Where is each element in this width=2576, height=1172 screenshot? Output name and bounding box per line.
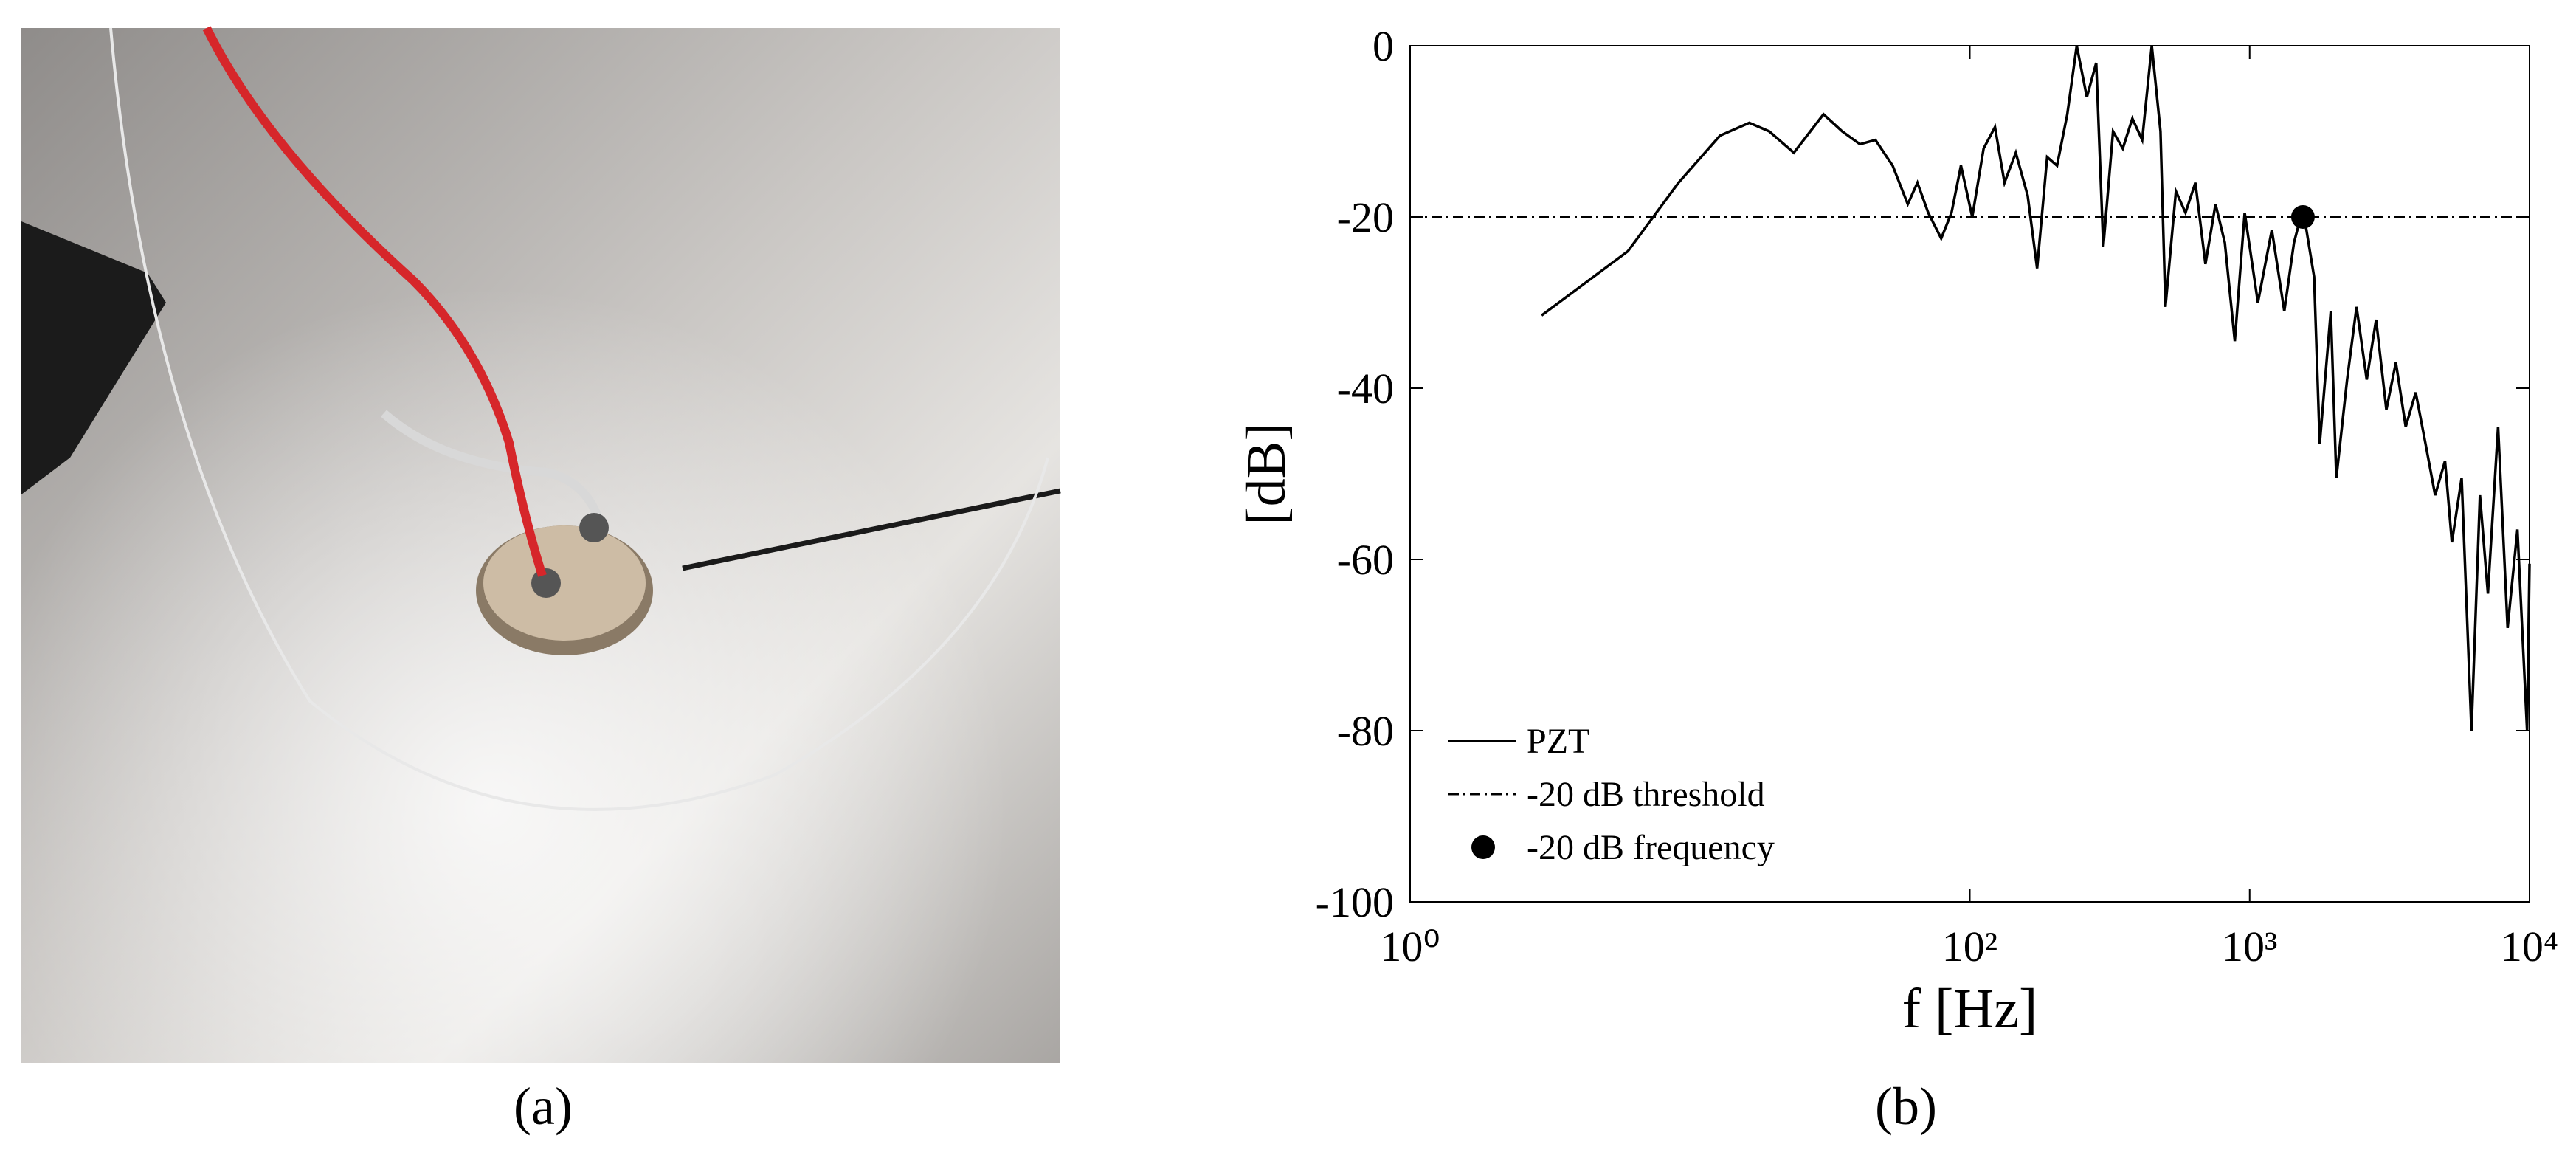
- y-tick-label: -40: [1337, 365, 1394, 413]
- y-tick-label: -60: [1337, 536, 1394, 584]
- x-tick-label: 10⁴: [2501, 923, 2558, 971]
- caption: (b): [1875, 1077, 1937, 1136]
- y-tick-label: 0: [1372, 22, 1394, 70]
- y-tick-label: -80: [1337, 707, 1394, 755]
- x-tick-label: 10²: [1942, 923, 1997, 971]
- marker: [2290, 205, 2315, 229]
- x-axis-label: f [Hz]: [1902, 978, 2038, 1040]
- caption: (a): [514, 1077, 573, 1136]
- data-line: [1541, 45, 2531, 731]
- x-tick-label: 10⁰: [1380, 923, 1440, 971]
- plot-frame: [1409, 45, 2530, 903]
- y-axis-label: [dB]: [1235, 422, 1297, 525]
- legend-label: -20 dB threshold: [1527, 775, 1765, 814]
- x-tick-label: 10³: [2222, 923, 2277, 971]
- y-tick-label: -20: [1337, 193, 1394, 241]
- legend-marker: [1471, 835, 1495, 859]
- photo: [21, 26, 1061, 1063]
- legend-label: PZT: [1527, 722, 1589, 761]
- legend-label: -20 dB frequency: [1527, 828, 1775, 867]
- y-tick-label: -100: [1316, 878, 1394, 926]
